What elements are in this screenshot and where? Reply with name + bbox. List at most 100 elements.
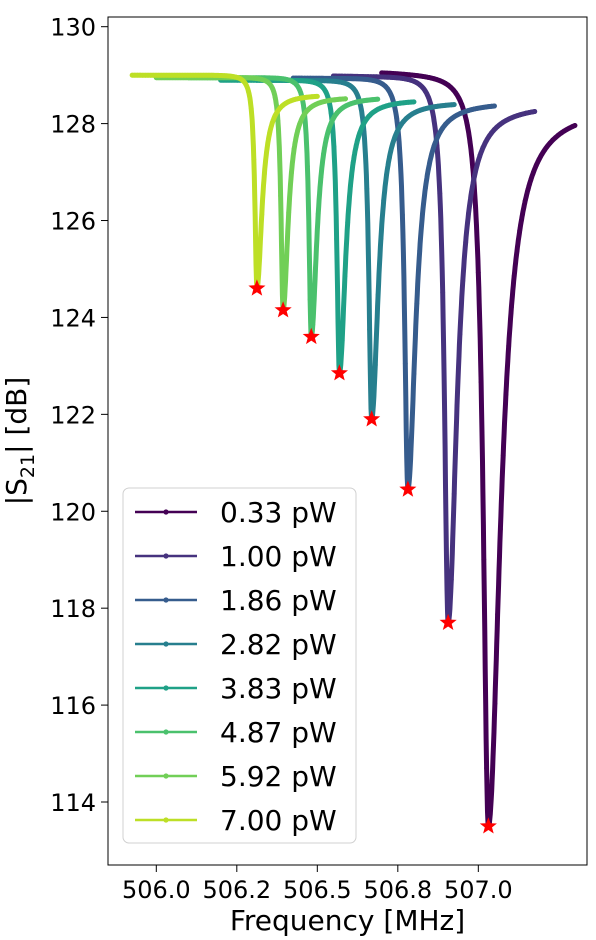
series-point [431, 118, 437, 123]
y-tick-label: 114 [50, 789, 96, 817]
series-point [286, 210, 292, 216]
series-point [484, 765, 489, 771]
series-point [425, 167, 431, 172]
series-point [400, 212, 405, 218]
series-point [467, 139, 473, 145]
minimum-star-marker [330, 364, 348, 381]
series-point [443, 482, 448, 488]
minimum-star-marker [274, 301, 292, 318]
series-point [339, 338, 345, 343]
plot-frame [107, 16, 588, 866]
series-point [278, 193, 283, 199]
series-point [473, 205, 478, 210]
series-point [321, 151, 326, 157]
series-point [532, 109, 538, 114]
series-point [492, 103, 497, 109]
legend-marker [163, 773, 169, 779]
series-point [334, 236, 339, 242]
series-point [331, 144, 337, 150]
series-point [474, 162, 480, 168]
series-point [509, 304, 514, 310]
series-point [542, 147, 547, 153]
legend-item: 0.33 pW [135, 496, 337, 529]
series-point [517, 228, 523, 234]
minimum-star-marker [302, 327, 320, 345]
series-point [451, 87, 456, 93]
series-point [411, 99, 417, 105]
series-point [486, 134, 492, 140]
minimum-star-marker [479, 817, 497, 834]
minimum-markers [248, 279, 497, 834]
legend-item: 5.92 pW [135, 760, 337, 793]
series-point [246, 89, 251, 94]
series-point [350, 160, 356, 165]
series-point [414, 301, 420, 307]
series-point [533, 162, 539, 168]
series-point [364, 116, 370, 121]
series-point [364, 186, 370, 192]
y-tick-label: 116 [50, 692, 96, 720]
series-point [463, 239, 469, 245]
series-point [372, 362, 378, 368]
legend-marker [163, 729, 169, 735]
series-point [503, 392, 509, 398]
minimum-star-marker [248, 279, 266, 296]
series-point [437, 191, 443, 196]
series-point [291, 146, 297, 152]
legend-item: 4.87 pW [135, 716, 337, 749]
series-point [329, 119, 335, 125]
series-point [454, 403, 460, 409]
legend-marker [163, 641, 169, 647]
series-point [457, 331, 463, 337]
legend: 0.33 pW 1.00 pW 1.86 pW 2.82 pW 3.83 pW 4.87 … [122, 487, 357, 844]
legend-marker [163, 597, 169, 603]
series-point [495, 612, 500, 617]
legend-label: 4.87 pW [220, 716, 337, 749]
series-point [375, 96, 381, 102]
series-point [262, 171, 267, 177]
minimum-star-marker [399, 480, 417, 497]
y-tick-label: 124 [50, 304, 96, 332]
series-point [353, 144, 359, 150]
series-point [420, 85, 425, 90]
series-point [522, 198, 528, 204]
series-point [353, 89, 358, 94]
minimum-star-marker [439, 613, 457, 630]
series-point [387, 155, 392, 161]
series-point [358, 106, 364, 112]
series-point [359, 125, 364, 131]
series-point [475, 270, 481, 275]
series-point [348, 183, 353, 189]
series-point [251, 157, 257, 162]
series-point [448, 577, 454, 582]
series-point [375, 292, 381, 298]
series-point [478, 379, 484, 385]
series-point [356, 133, 362, 139]
series-point [323, 136, 329, 142]
series-point [388, 92, 394, 97]
series-point [408, 446, 414, 452]
series-point [456, 96, 462, 101]
series-point [440, 290, 446, 295]
series-point [464, 122, 470, 128]
series-point [267, 130, 273, 136]
series-point [469, 190, 474, 196]
y-tick-label: 118 [50, 595, 96, 623]
minimum-star-marker [363, 410, 381, 427]
series-point [423, 88, 428, 94]
series-point [481, 557, 487, 562]
series-point [305, 163, 310, 169]
series-point [397, 146, 402, 151]
legend-item: 3.83 pW [135, 672, 337, 705]
series-point [477, 152, 483, 158]
series-point [302, 111, 308, 116]
x-tick-label: 506.0 [122, 876, 191, 904]
y-tick-label: 122 [50, 401, 96, 429]
series-point [343, 96, 348, 102]
legend-box [122, 487, 357, 844]
series-point [283, 267, 289, 273]
series-point [425, 94, 431, 100]
series-point [443, 121, 448, 127]
series-point [572, 123, 578, 128]
